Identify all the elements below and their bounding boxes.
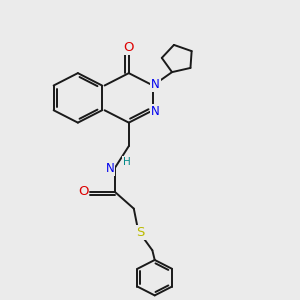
Text: O: O [124,41,134,54]
Text: H: H [123,157,130,167]
Text: S: S [136,226,145,239]
Text: N: N [151,78,160,91]
Text: N: N [106,162,115,175]
Text: O: O [78,185,88,198]
Text: N: N [151,105,160,118]
